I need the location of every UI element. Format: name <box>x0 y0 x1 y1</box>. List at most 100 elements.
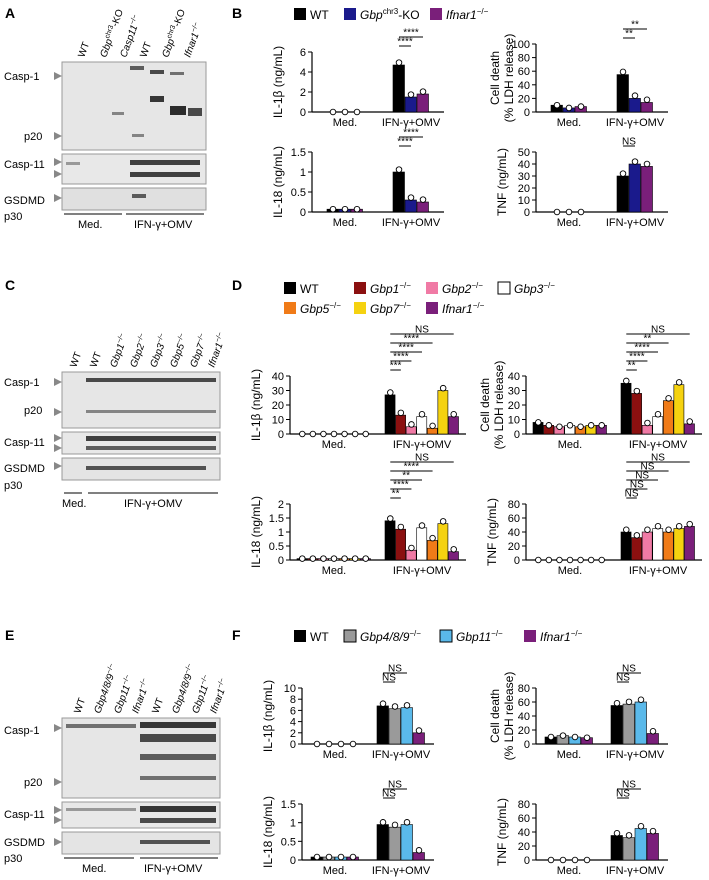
y-tick-label: 20 <box>518 93 530 105</box>
x-category-label: IFN-γ+OMV <box>629 439 688 451</box>
y-tick-label: 20 <box>518 725 530 737</box>
data-point <box>577 556 584 564</box>
data-point <box>313 853 321 861</box>
x-category-label: IFN-γ+OMV <box>393 565 452 577</box>
blot-a-group-med: Med. <box>78 219 102 231</box>
x-category-label: Med. <box>333 117 357 129</box>
data-point <box>675 523 683 530</box>
data-point <box>391 821 399 829</box>
data-point <box>320 430 327 438</box>
x-category-label: IFN-γ+OMV <box>372 865 431 877</box>
data-point <box>686 418 693 425</box>
x-category-label: Med. <box>557 117 581 129</box>
significance-label: NS <box>625 489 639 500</box>
data-point <box>387 515 394 522</box>
data-point <box>397 409 405 417</box>
data-point <box>313 740 321 748</box>
data-point <box>341 108 349 116</box>
blot-a-label-gsdmd: GSDMD <box>4 195 45 207</box>
data-point <box>419 196 427 203</box>
blot-e-lane-4: Ifnar1−/− <box>130 677 153 715</box>
y-tick-label: 30 <box>518 171 530 183</box>
legend-d-label-gbp3: Gbp3−/− <box>514 281 555 296</box>
x-category-label: Med. <box>333 217 357 229</box>
blot-c-label-casp1: Casp-1 <box>4 377 39 389</box>
legend-f-label-ifnar1: Ifnar1−/− <box>540 629 583 644</box>
x-category-label: IFN-γ+OMV <box>629 565 688 577</box>
data-point <box>329 108 337 116</box>
blot-e-label-casp1: Casp-1 <box>4 725 39 737</box>
significance-label: ** <box>644 334 652 345</box>
data-point <box>450 546 457 553</box>
x-category-label: IFN-γ+OMV <box>393 439 452 451</box>
bar <box>416 201 429 213</box>
data-point <box>566 422 574 429</box>
blot-a-lane-4: WT <box>138 41 154 59</box>
data-point <box>644 526 651 534</box>
bar <box>416 416 428 435</box>
data-point <box>665 526 672 534</box>
legend-d-swatch-gbp5 <box>284 302 296 314</box>
data-point <box>325 740 333 748</box>
significance-label: **** <box>634 343 650 354</box>
bar <box>388 708 401 745</box>
y-tick-label: 1.5 <box>281 799 296 811</box>
y-tick-label: 10 <box>284 683 296 695</box>
blot-c-lane-8: Ifnar1−/− <box>206 331 229 369</box>
data-point <box>429 534 436 542</box>
bar <box>628 98 641 113</box>
significance-label: NS <box>382 789 396 800</box>
data-point <box>623 377 630 385</box>
data-point <box>625 698 633 706</box>
bar <box>646 833 659 861</box>
blot-e: WT Gbp4/8/9−/− Gbp11−/− Ifnar1−/− WT Gbp… <box>4 663 228 875</box>
chart-b-il18: 0 0.5 1 1.5 IL-18 (ng/mL) Med. IFN-γ+OMV ******… <box>271 128 444 229</box>
x-category-label: IFN-γ+OMV <box>382 117 441 129</box>
data-point <box>337 740 345 748</box>
blot-c-group-ifn: IFN-γ+OMV <box>124 498 183 510</box>
data-point <box>407 91 415 98</box>
data-point <box>325 853 333 861</box>
data-point <box>450 411 457 418</box>
blot-c-arrows <box>54 378 62 470</box>
data-point <box>598 556 605 564</box>
bar <box>616 74 629 113</box>
legend-b-swatch-wt <box>294 8 306 20</box>
data-point <box>351 555 359 562</box>
blot-a-label-casp11: Casp-11 <box>4 159 45 171</box>
blot-c-row-labels: Casp-1 p20 Casp-11 GSDMD p30 <box>4 377 45 492</box>
data-point <box>619 68 627 76</box>
x-category-label: IFN-γ+OMV <box>382 217 441 229</box>
data-point <box>337 853 345 861</box>
significance-label: NS <box>630 480 644 491</box>
blot-e-group-med: Med. <box>82 863 106 875</box>
data-point <box>637 823 645 830</box>
blot-e-bands <box>66 722 216 844</box>
blot-e-label-gsdmd: GSDMD <box>4 837 45 849</box>
bar <box>376 824 389 861</box>
data-point <box>408 421 415 428</box>
data-point <box>309 555 317 562</box>
blot-c-group-med: Med. <box>62 498 86 510</box>
data-point <box>418 522 426 529</box>
x-category-label: IFN-γ+OMV <box>372 749 431 761</box>
data-point <box>349 740 357 748</box>
bar <box>448 551 459 561</box>
y-tick-label: 60 <box>518 697 530 709</box>
bar <box>437 523 449 561</box>
chart-b-il1b: 0 2 4 6 IL-1β (ng/mL) Med. IFN-γ+OMV ******** <box>271 28 444 129</box>
bar <box>622 703 635 745</box>
data-point <box>395 59 403 66</box>
data-point <box>407 194 415 201</box>
y-tick-label: 0 <box>300 107 306 119</box>
significance-label: **** <box>393 352 409 363</box>
data-point <box>587 556 595 564</box>
x-category-label: Med. <box>557 865 581 877</box>
blot-c-lane-1: WT <box>68 351 84 369</box>
panel-letter-b: B <box>232 5 242 21</box>
data-point <box>686 520 693 528</box>
bar <box>416 93 429 113</box>
y-tick-label: 0 <box>524 207 530 219</box>
